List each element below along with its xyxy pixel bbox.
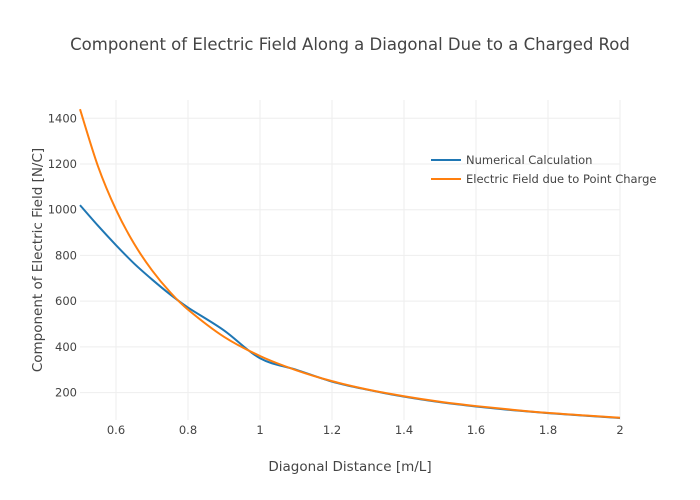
legend-label: Electric Field due to Point Charge xyxy=(466,172,656,186)
x-tick-label: 1 xyxy=(256,423,263,437)
y-tick-label: 1400 xyxy=(48,111,77,125)
plot-lines xyxy=(79,108,621,419)
chart-title: Component of Electric Field Along a Diag… xyxy=(70,35,630,54)
x-tick-label: 0.6 xyxy=(107,423,125,437)
y-axis-title: Component of Electric Field [N/C] xyxy=(30,148,46,372)
x-tick-label: 1.6 xyxy=(467,423,485,437)
legend[interactable]: Numerical Calculation Electric Field due … xyxy=(431,153,656,186)
x-tick-label: 1.4 xyxy=(395,423,413,437)
legend-label: Numerical Calculation xyxy=(466,153,592,167)
y-tick-label: 200 xyxy=(55,386,77,400)
legend-item-0[interactable]: Numerical Calculation xyxy=(431,153,592,167)
x-tick-label: 1.2 xyxy=(323,423,341,437)
series-line-1 xyxy=(79,108,621,419)
x-tick-label: 0.8 xyxy=(179,423,197,437)
x-tick-label: 1.8 xyxy=(539,423,557,437)
y-tick-label: 1000 xyxy=(48,203,77,217)
legend-item-1[interactable]: Electric Field due to Point Charge xyxy=(431,172,656,186)
y-axis-ticks: 200 400 600 800 1000 1200 1400 xyxy=(48,111,77,399)
x-axis-ticks: 0.6 0.8 1 1.2 1.4 1.6 1.8 2 xyxy=(107,423,624,437)
gridlines xyxy=(80,100,621,420)
y-tick-label: 1200 xyxy=(48,157,77,171)
y-tick-label: 400 xyxy=(55,340,77,354)
x-axis-title: Diagonal Distance [m/L] xyxy=(268,459,431,475)
y-tick-label: 600 xyxy=(55,294,77,308)
y-tick-label: 800 xyxy=(55,248,77,262)
x-tick-label: 2 xyxy=(616,423,623,437)
